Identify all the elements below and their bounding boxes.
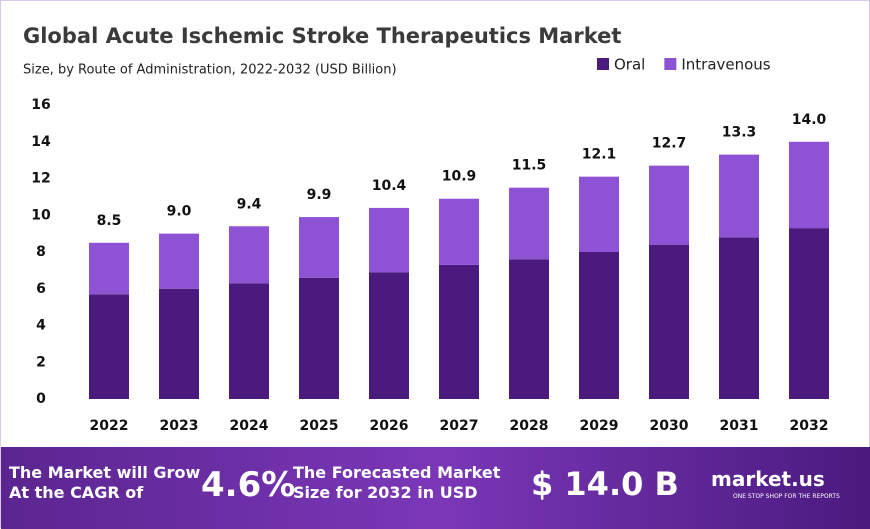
x-tick-label: 2027 xyxy=(440,418,479,434)
bar-segment xyxy=(439,198,479,265)
bar-segment xyxy=(439,264,479,399)
bar-segment xyxy=(229,283,269,399)
bar-segment xyxy=(509,187,549,260)
bar-segment xyxy=(789,141,829,229)
legend-label: Intravenous xyxy=(681,56,770,74)
bar-segment xyxy=(89,294,129,399)
x-tick-label: 2022 xyxy=(90,418,129,434)
cagr-value: 4.6% xyxy=(201,465,296,505)
cagr-line: The Market will Grow xyxy=(9,463,201,482)
bar-segment xyxy=(89,242,129,295)
bar-segment xyxy=(719,237,759,399)
brand: market.us xyxy=(711,467,825,491)
total-label: 9.9 xyxy=(307,187,332,203)
total-label: 12.7 xyxy=(652,136,687,152)
legend-swatch xyxy=(597,58,609,70)
x-tick-label: 2025 xyxy=(300,418,339,434)
x-tick-label: 2030 xyxy=(650,418,689,434)
x-tick-label: 2024 xyxy=(230,418,269,434)
bar-segment xyxy=(369,207,409,273)
legend-swatch xyxy=(664,58,677,70)
bar-segment xyxy=(719,154,759,238)
y-tick-label: 2 xyxy=(36,354,46,370)
total-label: 11.5 xyxy=(512,158,547,174)
bar-segment xyxy=(649,244,689,399)
total-label: 9.4 xyxy=(237,196,262,212)
bar-segment xyxy=(299,277,339,399)
cagr-line: At the CAGR of xyxy=(9,483,144,502)
total-label: 13.3 xyxy=(722,125,757,141)
total-label: 12.1 xyxy=(582,147,617,163)
forecast-value: $ 14.0 B xyxy=(531,465,679,503)
bar-segment xyxy=(159,288,199,399)
y-tick-label: 6 xyxy=(36,281,46,297)
bar-segment xyxy=(369,272,409,399)
legend-label: Oral xyxy=(614,56,645,74)
bar-segment xyxy=(299,217,339,278)
cagr-caption: The Market will Grow At the CAGR of xyxy=(9,463,200,503)
bar-segment xyxy=(789,228,829,399)
x-tick-label: 2028 xyxy=(510,418,549,434)
chart-title: Global Acute Ischemic Stroke Therapeutic… xyxy=(23,24,621,48)
total-label: 14.0 xyxy=(792,112,827,128)
x-tick-label: 2032 xyxy=(790,418,829,434)
y-tick-label: 16 xyxy=(31,97,50,113)
total-label: 10.9 xyxy=(442,169,477,185)
bar-segment xyxy=(229,226,269,284)
y-tick-label: 0 xyxy=(36,391,46,407)
forecast-caption: The Forecasted Market Size for 2032 in US… xyxy=(293,463,500,503)
forecast-line: Size for 2032 in USD xyxy=(293,483,478,502)
x-tick-label: 2023 xyxy=(160,418,199,434)
y-tick-label: 12 xyxy=(31,171,50,187)
chart: Global Acute Ischemic Stroke Therapeutic… xyxy=(23,24,829,434)
x-tick-label: 2029 xyxy=(580,418,619,434)
chart-subtitle: Size, by Route of Administration, 2022-2… xyxy=(23,63,397,78)
bar-segment xyxy=(579,252,619,399)
y-tick-label: 4 xyxy=(36,318,46,334)
bar-segment xyxy=(579,176,619,252)
y-tick-label: 10 xyxy=(31,207,51,223)
x-tick-label: 2031 xyxy=(720,418,759,434)
forecast-line: The Forecasted Market xyxy=(293,463,501,482)
y-tick-label: 14 xyxy=(31,134,51,150)
bar-segment xyxy=(649,165,689,245)
total-label: 8.5 xyxy=(97,213,122,229)
x-tick-label: 2026 xyxy=(370,418,409,434)
total-label: 9.0 xyxy=(167,204,192,220)
bar-segment xyxy=(509,259,549,399)
brand-tagline: ONE STOP SHOP FOR THE REPORTS xyxy=(733,493,840,500)
total-label: 10.4 xyxy=(372,178,407,194)
footer-band: The Market will Grow At the CAGR of 4.6% … xyxy=(1,447,870,529)
bar-segment xyxy=(159,233,199,289)
y-tick-label: 8 xyxy=(36,244,46,260)
